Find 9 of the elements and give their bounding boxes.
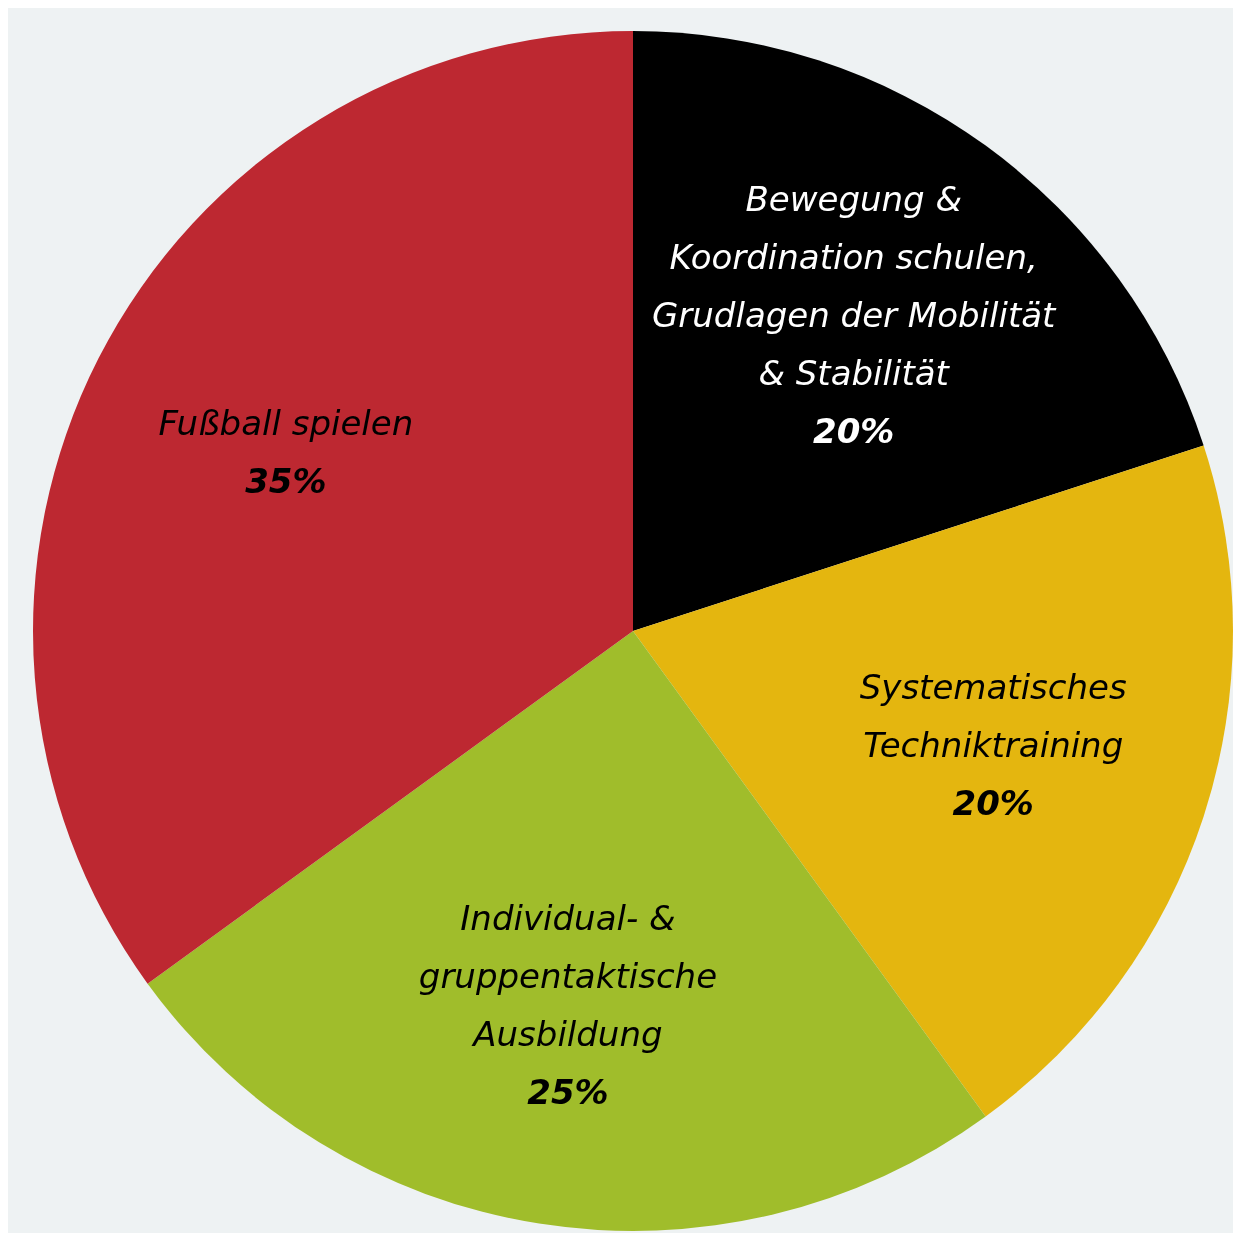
slice-label: Bewegung & Koordination schulen, Grudlagen der Mobilität & Stabilität <box>651 179 1058 394</box>
data-label: 20% <box>952 782 1034 823</box>
pie-slice <box>633 31 1204 631</box>
slice-label: Individual- & gruppentaktische Ausbildung <box>418 898 718 1055</box>
data-label: 25% <box>527 1072 609 1113</box>
data-label: 35% <box>245 460 327 501</box>
data-label: 20% <box>813 411 895 452</box>
slice-label: Systematisches Techniktraining <box>859 666 1127 765</box>
slice-label: Fußball spielen <box>158 402 414 443</box>
